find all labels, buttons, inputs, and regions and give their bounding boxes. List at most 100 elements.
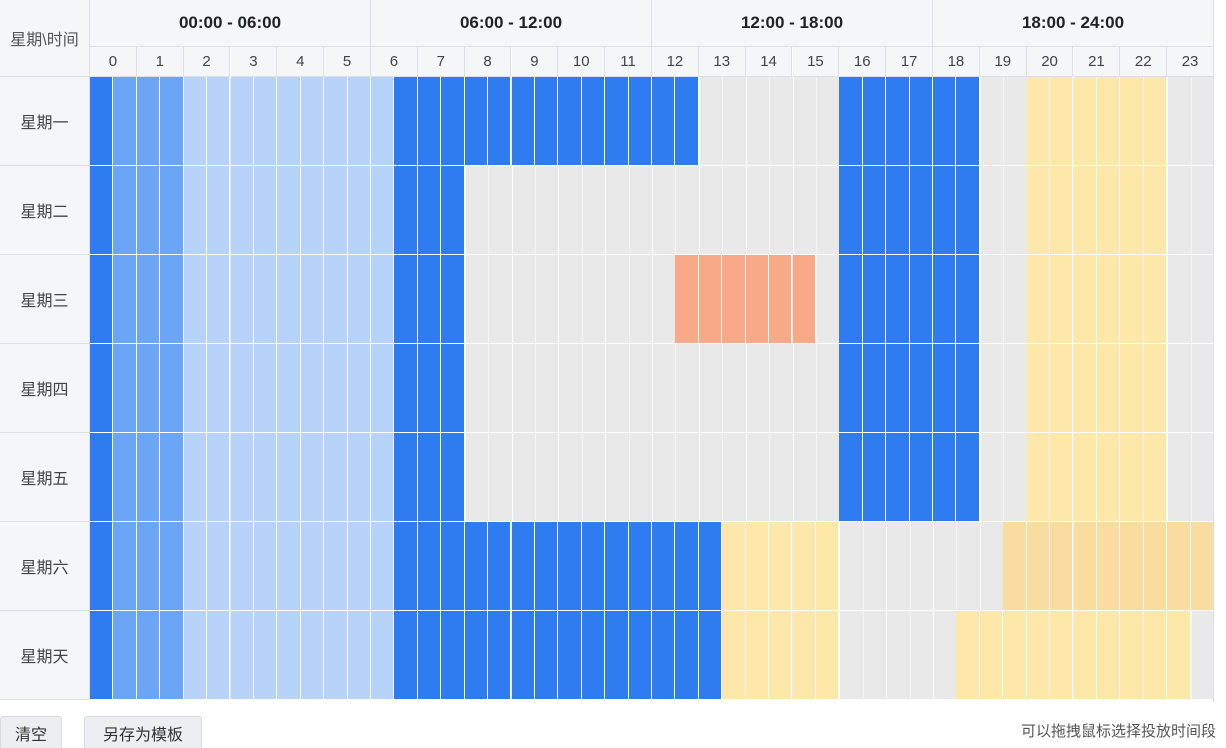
selected-time-slot[interactable] bbox=[1003, 611, 1027, 700]
selected-time-slot[interactable] bbox=[558, 611, 582, 700]
selected-time-slot[interactable] bbox=[581, 611, 606, 700]
selected-time-slot[interactable] bbox=[371, 344, 395, 433]
selected-time-slot[interactable] bbox=[1096, 344, 1121, 433]
selected-time-slot[interactable] bbox=[371, 522, 395, 611]
selected-time-slot[interactable] bbox=[1096, 433, 1121, 522]
selected-time-slot[interactable] bbox=[933, 77, 957, 166]
selected-time-slot[interactable] bbox=[1120, 433, 1144, 522]
selected-time-slot[interactable] bbox=[1073, 344, 1097, 433]
selected-time-slot[interactable] bbox=[160, 433, 184, 522]
selected-time-slot[interactable] bbox=[90, 522, 114, 611]
selected-time-slot[interactable] bbox=[347, 255, 371, 344]
hour-header[interactable]: 1 bbox=[136, 47, 184, 77]
selected-time-slot[interactable] bbox=[933, 433, 957, 522]
selected-time-slot[interactable] bbox=[113, 522, 137, 611]
selected-time-slot[interactable] bbox=[253, 344, 278, 433]
selected-time-slot[interactable] bbox=[745, 255, 770, 344]
selected-time-slot[interactable] bbox=[300, 77, 325, 166]
selected-time-slot[interactable] bbox=[324, 166, 348, 255]
hour-header[interactable]: 2 bbox=[183, 47, 231, 77]
save-template-button[interactable]: 另存为模板 bbox=[84, 716, 202, 748]
selected-time-slot[interactable] bbox=[113, 433, 137, 522]
selected-time-slot[interactable] bbox=[324, 522, 348, 611]
selected-time-slot[interactable] bbox=[90, 344, 114, 433]
selected-time-slot[interactable] bbox=[769, 611, 793, 700]
selected-time-slot[interactable] bbox=[230, 433, 254, 522]
selected-time-slot[interactable] bbox=[1143, 433, 1168, 522]
selected-time-slot[interactable] bbox=[324, 77, 348, 166]
selected-time-slot[interactable] bbox=[886, 166, 910, 255]
selected-time-slot[interactable] bbox=[1120, 255, 1144, 344]
selected-time-slot[interactable] bbox=[1120, 77, 1144, 166]
selected-time-slot[interactable] bbox=[862, 255, 887, 344]
selected-time-slot[interactable] bbox=[605, 522, 629, 611]
selected-time-slot[interactable] bbox=[1073, 166, 1097, 255]
selected-time-slot[interactable] bbox=[839, 344, 863, 433]
selected-time-slot[interactable] bbox=[230, 255, 254, 344]
hour-header[interactable]: 13 bbox=[698, 47, 746, 77]
selected-time-slot[interactable] bbox=[511, 522, 535, 611]
selected-time-slot[interactable] bbox=[160, 255, 184, 344]
selected-time-slot[interactable] bbox=[722, 611, 746, 700]
selected-time-slot[interactable] bbox=[1050, 255, 1074, 344]
selected-time-slot[interactable] bbox=[534, 611, 559, 700]
selected-time-slot[interactable] bbox=[909, 255, 933, 344]
selected-time-slot[interactable] bbox=[628, 77, 652, 166]
selected-time-slot[interactable] bbox=[1050, 77, 1074, 166]
day-label[interactable]: 星期六 bbox=[0, 522, 90, 611]
selected-time-slot[interactable] bbox=[136, 611, 161, 700]
selected-time-slot[interactable] bbox=[628, 611, 652, 700]
selected-time-slot[interactable] bbox=[136, 433, 161, 522]
hour-header[interactable]: 4 bbox=[277, 47, 325, 77]
selected-time-slot[interactable] bbox=[183, 77, 208, 166]
selected-time-slot[interactable] bbox=[207, 166, 231, 255]
selected-time-slot[interactable] bbox=[417, 611, 442, 700]
selected-time-slot[interactable] bbox=[324, 611, 348, 700]
selected-time-slot[interactable] bbox=[1026, 433, 1051, 522]
selected-time-slot[interactable] bbox=[1096, 77, 1121, 166]
day-label[interactable]: 星期三 bbox=[0, 255, 90, 344]
selected-time-slot[interactable] bbox=[324, 255, 348, 344]
selected-time-slot[interactable] bbox=[1167, 522, 1191, 611]
selected-time-slot[interactable] bbox=[1143, 166, 1168, 255]
selected-time-slot[interactable] bbox=[558, 522, 582, 611]
selected-time-slot[interactable] bbox=[300, 522, 325, 611]
selected-time-slot[interactable] bbox=[136, 344, 161, 433]
selected-time-slot[interactable] bbox=[394, 611, 418, 700]
day-label[interactable]: 星期一 bbox=[0, 77, 90, 166]
selected-time-slot[interactable] bbox=[675, 522, 699, 611]
selected-time-slot[interactable] bbox=[534, 522, 559, 611]
selected-time-slot[interactable] bbox=[1026, 166, 1051, 255]
selected-time-slot[interactable] bbox=[277, 611, 301, 700]
selected-time-slot[interactable] bbox=[253, 77, 278, 166]
selected-time-slot[interactable] bbox=[417, 433, 442, 522]
hour-header[interactable]: 19 bbox=[979, 47, 1027, 77]
selected-time-slot[interactable] bbox=[558, 77, 582, 166]
selected-time-slot[interactable] bbox=[886, 77, 910, 166]
clear-button[interactable]: 清空 bbox=[0, 716, 62, 748]
selected-time-slot[interactable] bbox=[488, 77, 512, 166]
selected-time-slot[interactable] bbox=[207, 433, 231, 522]
selected-time-slot[interactable] bbox=[300, 611, 325, 700]
selected-time-slot[interactable] bbox=[113, 255, 137, 344]
hour-header[interactable]: 20 bbox=[1026, 47, 1074, 77]
selected-time-slot[interactable] bbox=[90, 611, 114, 700]
selected-time-slot[interactable] bbox=[417, 522, 442, 611]
selected-time-slot[interactable] bbox=[347, 77, 371, 166]
selected-time-slot[interactable] bbox=[113, 344, 137, 433]
selected-time-slot[interactable] bbox=[183, 255, 208, 344]
selected-time-slot[interactable] bbox=[1096, 611, 1121, 700]
selected-time-slot[interactable] bbox=[394, 255, 418, 344]
selected-time-slot[interactable] bbox=[792, 611, 816, 700]
selected-time-slot[interactable] bbox=[371, 166, 395, 255]
selected-time-slot[interactable] bbox=[1026, 77, 1051, 166]
selected-time-slot[interactable] bbox=[1120, 344, 1144, 433]
selected-time-slot[interactable] bbox=[136, 77, 161, 166]
selected-time-slot[interactable] bbox=[324, 344, 348, 433]
selected-time-slot[interactable] bbox=[534, 77, 559, 166]
selected-time-slot[interactable] bbox=[815, 611, 840, 700]
selected-time-slot[interactable] bbox=[581, 77, 606, 166]
selected-time-slot[interactable] bbox=[90, 77, 114, 166]
selected-time-slot[interactable] bbox=[160, 166, 184, 255]
selected-time-slot[interactable] bbox=[183, 611, 208, 700]
